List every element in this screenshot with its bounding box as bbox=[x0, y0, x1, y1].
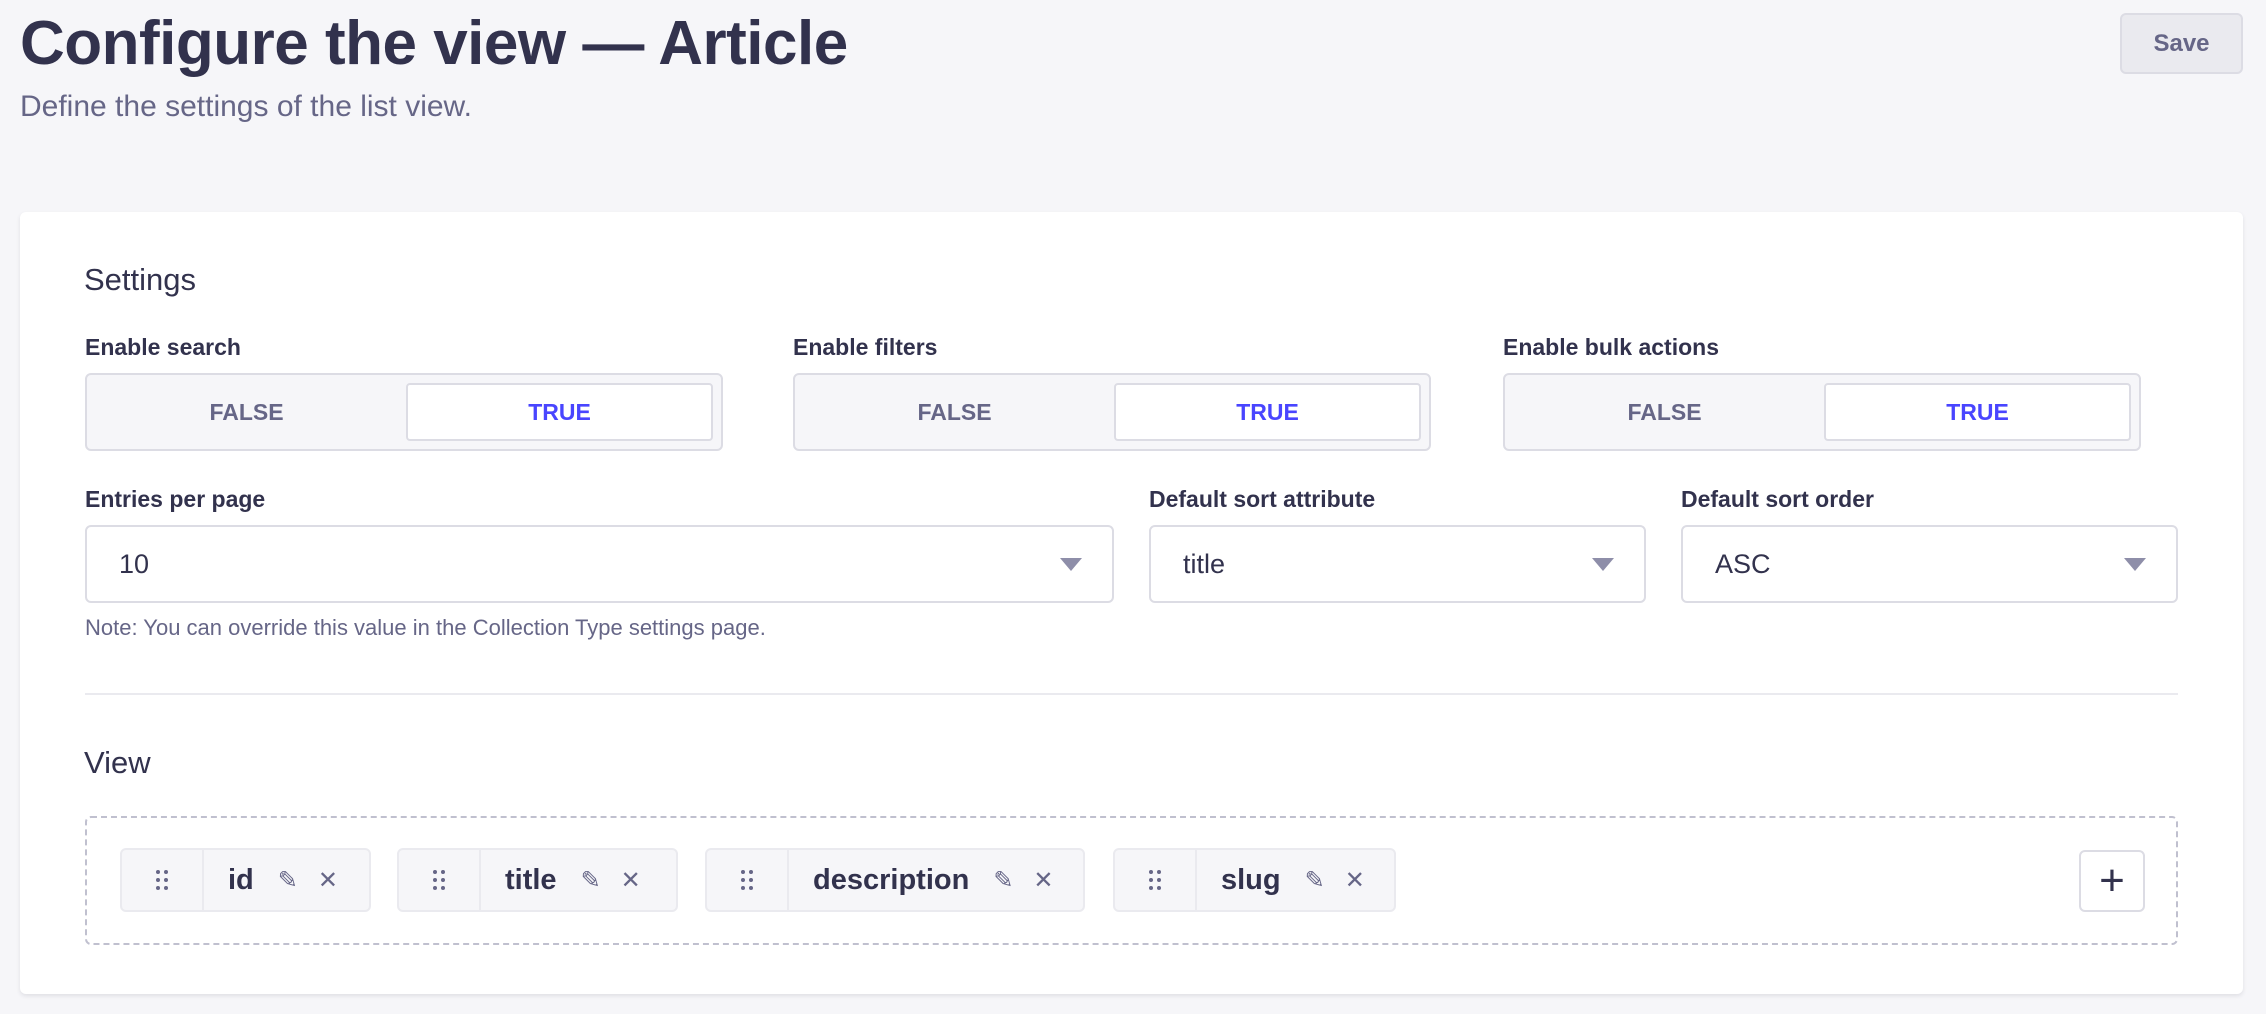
false-option[interactable]: FALSE bbox=[1627, 398, 1702, 425]
field-chip-id[interactable]: id ✎ ✕ bbox=[120, 848, 371, 912]
entries-per-page-label: Entries per page bbox=[85, 486, 266, 512]
close-icon[interactable]: ✕ bbox=[620, 866, 641, 894]
entries-note: Note: You can override this value in the… bbox=[85, 615, 766, 640]
add-field-button[interactable]: + bbox=[2079, 850, 2145, 912]
pencil-icon[interactable]: ✎ bbox=[580, 866, 601, 894]
drag-handle-icon[interactable] bbox=[399, 850, 481, 910]
field-name: slug bbox=[1221, 863, 1281, 896]
default-sort-order-select[interactable]: ASC bbox=[1681, 525, 2178, 603]
settings-heading: Settings bbox=[84, 262, 197, 297]
select-value: ASC bbox=[1715, 548, 1771, 579]
enable-bulk-actions-toggle[interactable]: FALSE TRUE bbox=[1503, 373, 2141, 451]
close-icon[interactable]: ✕ bbox=[317, 866, 338, 894]
true-option[interactable]: TRUE bbox=[406, 383, 713, 441]
default-sort-attribute-label: Default sort attribute bbox=[1149, 486, 1376, 512]
enable-search-toggle[interactable]: FALSE TRUE bbox=[85, 373, 723, 451]
page-title: Configure the view — Article bbox=[20, 9, 848, 78]
true-option[interactable]: TRUE bbox=[1824, 383, 2131, 441]
caret-down-icon bbox=[1592, 557, 1614, 571]
pencil-icon[interactable]: ✎ bbox=[277, 866, 298, 894]
field-chip-slug[interactable]: slug ✎ ✕ bbox=[1113, 848, 1396, 912]
true-option[interactable]: TRUE bbox=[1114, 383, 1421, 441]
select-value: 10 bbox=[119, 548, 150, 579]
entries-per-page-select[interactable]: 10 bbox=[85, 525, 1114, 603]
enable-bulk-actions-label: Enable bulk actions bbox=[1503, 334, 1719, 360]
enable-filters-label: Enable filters bbox=[793, 334, 938, 360]
view-fields-dropzone bbox=[85, 816, 2178, 945]
caret-down-icon bbox=[1060, 557, 1082, 571]
caret-down-icon bbox=[2124, 557, 2146, 571]
drag-handle-icon[interactable] bbox=[707, 850, 789, 910]
default-sort-attribute-select[interactable]: title bbox=[1149, 525, 1646, 603]
close-icon[interactable]: ✕ bbox=[1033, 866, 1054, 894]
enable-filters-toggle[interactable]: FALSE TRUE bbox=[793, 373, 1431, 451]
page-subtitle: Define the settings of the list view. bbox=[20, 90, 472, 123]
default-sort-order-label: Default sort order bbox=[1681, 486, 1874, 512]
drag-handle-icon[interactable] bbox=[1115, 850, 1197, 910]
view-heading: View bbox=[84, 745, 151, 780]
field-name: id bbox=[228, 863, 254, 896]
divider bbox=[85, 693, 2178, 695]
false-option[interactable]: FALSE bbox=[917, 398, 992, 425]
save-button[interactable]: Save bbox=[2120, 13, 2243, 74]
select-value: title bbox=[1183, 548, 1226, 579]
field-name: description bbox=[813, 863, 970, 896]
field-name: title bbox=[505, 863, 557, 896]
plus-icon: + bbox=[2099, 856, 2125, 905]
drag-handle-icon[interactable] bbox=[122, 850, 204, 910]
enable-search-label: Enable search bbox=[85, 334, 241, 360]
field-chip-title[interactable]: title ✎ ✕ bbox=[397, 848, 678, 912]
false-option[interactable]: FALSE bbox=[209, 398, 284, 425]
close-icon[interactable]: ✕ bbox=[1344, 866, 1365, 894]
pencil-icon[interactable]: ✎ bbox=[993, 866, 1014, 894]
field-chip-description[interactable]: description ✎ ✕ bbox=[705, 848, 1085, 912]
pencil-icon[interactable]: ✎ bbox=[1304, 866, 1325, 894]
